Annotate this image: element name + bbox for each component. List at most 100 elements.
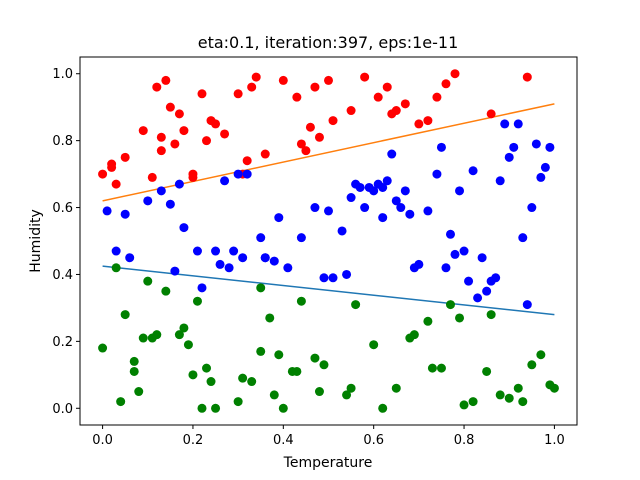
point-1-20 [233, 89, 243, 99]
point-1-22 [247, 82, 257, 92]
point-1-28 [301, 146, 311, 156]
point-2-28 [328, 273, 338, 283]
point-2-1 [102, 206, 112, 216]
point-2-46 [414, 259, 424, 269]
point-3-56 [129, 366, 139, 376]
point-1-25 [278, 75, 288, 85]
point-2-24 [296, 233, 306, 243]
point-1-35 [360, 72, 370, 82]
point-3-2 [111, 263, 121, 273]
point-3-41 [436, 363, 446, 373]
point-2-40 [387, 149, 397, 159]
point-3-51 [518, 397, 528, 407]
point-1-37 [382, 82, 392, 92]
point-2-29 [337, 226, 347, 236]
point-3-15 [202, 363, 212, 373]
point-3-33 [351, 300, 361, 310]
point-3-4 [120, 310, 130, 320]
point-2-6 [165, 199, 175, 209]
y-tick-label: 0.8 [52, 134, 73, 149]
point-3-55 [549, 383, 559, 393]
point-2-5 [143, 196, 153, 206]
point-3-38 [409, 330, 419, 340]
point-2-19 [256, 233, 266, 243]
point-3-32 [346, 383, 356, 393]
point-3-8 [143, 276, 153, 286]
point-1-10 [165, 102, 175, 112]
point-1-47 [522, 72, 532, 82]
point-1-1 [98, 169, 108, 179]
point-2-59 [482, 286, 492, 296]
point-2-41 [391, 196, 401, 206]
point-1-4 [120, 152, 130, 162]
point-2-10 [192, 246, 202, 256]
point-1-39 [391, 106, 401, 116]
point-2-76 [260, 253, 270, 263]
point-2-67 [518, 233, 528, 243]
point-2-44 [405, 209, 415, 219]
point-3-42 [445, 300, 455, 310]
point-3-44 [459, 400, 469, 410]
point-3-28 [296, 296, 306, 306]
y-tick-label: 0.0 [52, 402, 73, 417]
point-1-21 [242, 156, 252, 166]
point-3-29 [314, 387, 324, 397]
point-3-50 [513, 383, 523, 393]
point-2-25 [310, 203, 320, 213]
point-2-58 [477, 253, 487, 263]
point-3-6 [134, 387, 144, 397]
point-3-27 [292, 366, 302, 376]
chart-title: eta:0.1, iteration:397, eps:1e-11 [198, 33, 459, 52]
point-2-74 [156, 186, 166, 196]
point-3-14 [192, 296, 202, 306]
point-2-15 [229, 246, 239, 256]
point-2-33 [355, 182, 365, 192]
point-2-52 [450, 249, 460, 259]
point-1-12 [174, 109, 184, 119]
point-3-13 [188, 370, 198, 380]
point-1-42 [423, 116, 433, 126]
point-3-23 [269, 390, 279, 400]
point-2-72 [540, 162, 550, 172]
point-2-47 [423, 206, 433, 216]
point-2-7 [170, 266, 180, 276]
point-3-30 [319, 360, 329, 370]
point-2-68 [522, 300, 532, 310]
x-tick-label: 0.4 [273, 433, 294, 448]
point-2-57 [473, 293, 483, 303]
point-2-70 [531, 139, 541, 149]
point-2-23 [283, 263, 293, 273]
point-1-45 [450, 69, 460, 79]
point-1-33 [328, 116, 338, 126]
point-2-14 [224, 263, 234, 273]
x-tick-label: 0.2 [183, 433, 204, 448]
point-2-71 [536, 172, 546, 182]
y-tick-label: 1.0 [52, 67, 73, 82]
point-3-45 [468, 397, 478, 407]
point-3-10 [161, 286, 171, 296]
point-2-8 [174, 179, 184, 189]
point-1-15 [197, 89, 207, 99]
point-2-56 [468, 166, 478, 176]
point-3-7 [138, 333, 148, 343]
point-2-66 [513, 119, 523, 129]
point-1-44 [441, 79, 451, 89]
point-3-31 [342, 390, 352, 400]
point-1-30 [310, 82, 320, 92]
point-2-65 [509, 142, 519, 152]
point-2-34 [360, 203, 370, 213]
point-2-18 [242, 169, 252, 179]
point-1-29 [305, 122, 315, 132]
point-2-48 [432, 169, 442, 179]
point-2-30 [342, 269, 352, 279]
point-2-4 [125, 253, 135, 263]
point-2-3 [120, 209, 130, 219]
point-3-20 [247, 377, 257, 387]
point-2-54 [459, 246, 469, 256]
point-3-25 [278, 403, 288, 413]
point-2-69 [527, 203, 537, 213]
point-1-32 [324, 75, 333, 85]
point-3-52 [527, 360, 537, 370]
point-1-9 [161, 75, 171, 85]
